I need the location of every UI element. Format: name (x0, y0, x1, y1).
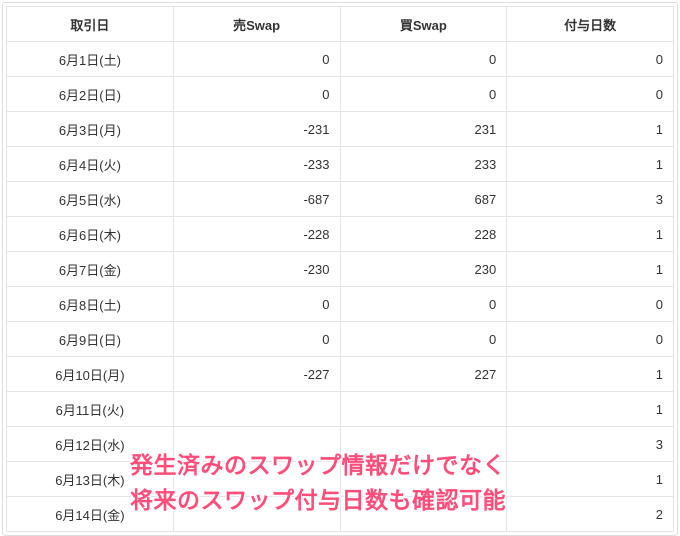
cell-grant-days: 1 (507, 357, 674, 392)
cell-grant-days: 0 (507, 287, 674, 322)
cell-grant-days: 1 (507, 217, 674, 252)
cell-grant-days: 1 (507, 147, 674, 182)
cell-date: 6月4日(火) (7, 147, 174, 182)
cell-date: 6月7日(金) (7, 252, 174, 287)
cell-date: 6月8日(土) (7, 287, 174, 322)
table-row: 6月6日(木)-2282281 (7, 217, 674, 252)
cell-sell-swap (173, 392, 340, 427)
cell-buy-swap (340, 392, 507, 427)
cell-date: 6月10日(月) (7, 357, 174, 392)
table-header-row: 取引日 売Swap 買Swap 付与日数 (7, 7, 674, 42)
col-header-grant-days: 付与日数 (507, 7, 674, 42)
cell-date: 6月14日(金) (7, 497, 174, 532)
cell-sell-swap: 0 (173, 322, 340, 357)
cell-sell-swap: -228 (173, 217, 340, 252)
cell-sell-swap: -231 (173, 112, 340, 147)
cell-date: 6月9日(日) (7, 322, 174, 357)
table-row: 6月4日(火)-2332331 (7, 147, 674, 182)
cell-date: 6月13日(木) (7, 462, 174, 497)
cell-date: 6月6日(木) (7, 217, 174, 252)
cell-buy-swap (340, 462, 507, 497)
swap-table-container: 取引日 売Swap 買Swap 付与日数 6月1日(土)0006月2日(日)00… (2, 2, 678, 536)
table-row: 6月8日(土)000 (7, 287, 674, 322)
cell-buy-swap: 233 (340, 147, 507, 182)
table-row: 6月14日(金) 2 (7, 497, 674, 532)
cell-grant-days: 2 (507, 497, 674, 532)
cell-buy-swap: 0 (340, 42, 507, 77)
cell-sell-swap: 0 (173, 287, 340, 322)
cell-grant-days: 0 (507, 322, 674, 357)
cell-grant-days: 1 (507, 392, 674, 427)
col-header-buy-swap: 買Swap (340, 7, 507, 42)
col-header-sell-swap: 売Swap (173, 7, 340, 42)
cell-sell-swap: 0 (173, 77, 340, 112)
cell-buy-swap: 231 (340, 112, 507, 147)
swap-table: 取引日 売Swap 買Swap 付与日数 6月1日(土)0006月2日(日)00… (6, 6, 674, 532)
cell-buy-swap: 227 (340, 357, 507, 392)
cell-date: 6月5日(水) (7, 182, 174, 217)
cell-grant-days: 0 (507, 42, 674, 77)
table-row: 6月12日(水) 3 (7, 427, 674, 462)
cell-grant-days: 3 (507, 427, 674, 462)
table-row: 6月13日(木) 1 (7, 462, 674, 497)
cell-date: 6月1日(土) (7, 42, 174, 77)
cell-date: 6月2日(日) (7, 77, 174, 112)
cell-sell-swap: 0 (173, 42, 340, 77)
cell-sell-swap (173, 462, 340, 497)
cell-grant-days: 3 (507, 182, 674, 217)
cell-sell-swap (173, 497, 340, 532)
cell-buy-swap: 0 (340, 77, 507, 112)
cell-sell-swap: -227 (173, 357, 340, 392)
cell-sell-swap: -687 (173, 182, 340, 217)
table-row: 6月9日(日)000 (7, 322, 674, 357)
cell-buy-swap: 0 (340, 322, 507, 357)
cell-grant-days: 0 (507, 77, 674, 112)
cell-grant-days: 1 (507, 252, 674, 287)
table-row: 6月5日(水)-6876873 (7, 182, 674, 217)
cell-buy-swap (340, 497, 507, 532)
cell-buy-swap: 228 (340, 217, 507, 252)
cell-date: 6月3日(月) (7, 112, 174, 147)
cell-buy-swap: 0 (340, 287, 507, 322)
cell-date: 6月11日(火) (7, 392, 174, 427)
cell-sell-swap: -230 (173, 252, 340, 287)
table-row: 6月7日(金)-2302301 (7, 252, 674, 287)
cell-grant-days: 1 (507, 462, 674, 497)
col-header-date: 取引日 (7, 7, 174, 42)
cell-sell-swap: -233 (173, 147, 340, 182)
cell-sell-swap (173, 427, 340, 462)
table-row: 6月11日(火) 1 (7, 392, 674, 427)
table-row: 6月10日(月)-2272271 (7, 357, 674, 392)
table-row: 6月3日(月)-2312311 (7, 112, 674, 147)
table-row: 6月1日(土)000 (7, 42, 674, 77)
cell-buy-swap: 230 (340, 252, 507, 287)
cell-date: 6月12日(水) (7, 427, 174, 462)
cell-grant-days: 1 (507, 112, 674, 147)
table-row: 6月2日(日)000 (7, 77, 674, 112)
cell-buy-swap: 687 (340, 182, 507, 217)
cell-buy-swap (340, 427, 507, 462)
